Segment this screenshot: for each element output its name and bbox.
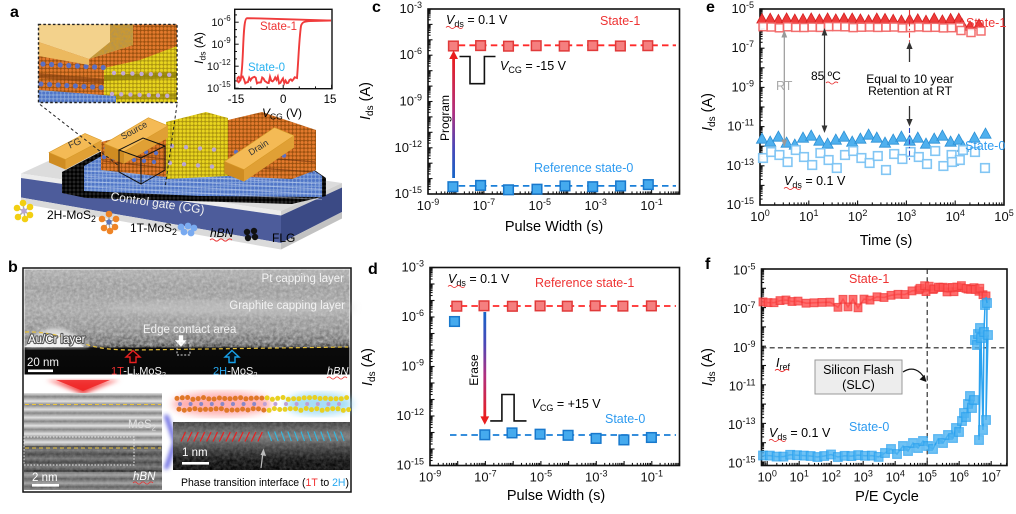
- svg-text:(SLC): (SLC): [842, 378, 875, 392]
- svg-text:15: 15: [324, 94, 337, 106]
- svg-text:State-0: State-0: [605, 412, 645, 426]
- svg-text:Vds = 0.1 V: Vds = 0.1 V: [446, 13, 508, 29]
- svg-text:VCG = -15 V: VCG = -15 V: [500, 59, 567, 75]
- svg-text:State-0: State-0: [965, 139, 1005, 153]
- svg-text:Erase: Erase: [467, 354, 481, 386]
- svg-text:Equal to 10 year: Equal to 10 year: [866, 72, 953, 86]
- svg-text:Edge contact area: Edge contact area: [143, 324, 237, 336]
- svg-text:Retention at RT: Retention at RT: [868, 84, 952, 98]
- svg-text:Vds = 0.1 V: Vds = 0.1 V: [769, 426, 831, 442]
- svg-text:f: f: [705, 256, 711, 273]
- svg-text:c: c: [372, 0, 381, 16]
- svg-text:2 nm: 2 nm: [32, 472, 58, 484]
- svg-text:State-1: State-1: [600, 14, 640, 28]
- svg-text:State-0: State-0: [849, 420, 889, 434]
- svg-text:VCG (V): VCG (V): [262, 106, 302, 122]
- svg-text:FG: FG: [67, 136, 84, 152]
- svg-text:d: d: [368, 261, 378, 278]
- svg-text:FLG: FLG: [272, 231, 295, 245]
- svg-text:P/E Cycle: P/E Cycle: [855, 489, 919, 505]
- svg-text:Iref: Iref: [776, 356, 790, 372]
- svg-text:Vds = 0.1 V: Vds = 0.1 V: [784, 174, 846, 190]
- svg-text:2H-MoS2: 2H-MoS2: [213, 366, 258, 380]
- svg-text:hBN: hBN: [327, 366, 348, 378]
- svg-text:b: b: [8, 259, 18, 276]
- svg-text:hBN: hBN: [133, 471, 156, 483]
- svg-text:hBN: hBN: [210, 226, 234, 240]
- svg-text:Ids (A): Ids (A): [360, 348, 378, 386]
- svg-text:1 nm: 1 nm: [182, 447, 208, 459]
- svg-text:Time (s): Time (s): [860, 233, 913, 249]
- svg-text:1T-LixMoS2: 1T-LixMoS2: [111, 366, 166, 380]
- svg-text:a: a: [10, 4, 19, 21]
- svg-text:State-1: State-1: [849, 272, 889, 286]
- svg-text:Au/Cr layer: Au/Cr layer: [28, 334, 86, 346]
- svg-text:1T-MoS2: 1T-MoS2: [130, 221, 177, 237]
- svg-text:Pulse Width (s): Pulse Width (s): [507, 488, 605, 504]
- svg-text:-15: -15: [228, 94, 245, 106]
- svg-text:Vds = 0.1 V: Vds = 0.1 V: [448, 272, 510, 288]
- svg-text:VCG = +15 V: VCG = +15 V: [532, 397, 602, 413]
- svg-text:Program: Program: [438, 95, 452, 141]
- svg-text:State-1: State-1: [966, 16, 1006, 30]
- svg-text:Silicon Flash: Silicon Flash: [823, 363, 894, 377]
- svg-text:Ids (A): Ids (A): [192, 32, 208, 64]
- svg-text:20 nm: 20 nm: [27, 357, 59, 369]
- svg-text:Pt capping layer: Pt capping layer: [262, 273, 345, 285]
- svg-text:Pulse Width (s): Pulse Width (s): [505, 219, 603, 235]
- svg-text:Ids (A): Ids (A): [700, 93, 718, 131]
- svg-text:85 ºC: 85 ºC: [811, 69, 841, 83]
- svg-text:Reference state-1: Reference state-1: [535, 276, 634, 290]
- svg-text:Ids (A): Ids (A): [358, 82, 376, 120]
- svg-text:Reference state-0: Reference state-0: [534, 161, 633, 175]
- svg-text:Graphite capping layer: Graphite capping layer: [229, 300, 345, 312]
- svg-text:RT: RT: [776, 79, 793, 93]
- svg-text:State-0: State-0: [248, 62, 285, 74]
- svg-text:e: e: [706, 0, 715, 16]
- svg-text:State-1: State-1: [260, 21, 297, 33]
- svg-text:Phase transition interface (1T: Phase transition interface (1T to 2H): [181, 477, 349, 489]
- svg-text:MoS2: MoS2: [128, 419, 157, 433]
- svg-text:Ids (A): Ids (A): [700, 348, 718, 386]
- svg-text:2H-MoS2: 2H-MoS2: [47, 208, 96, 224]
- svg-text:0: 0: [280, 94, 286, 106]
